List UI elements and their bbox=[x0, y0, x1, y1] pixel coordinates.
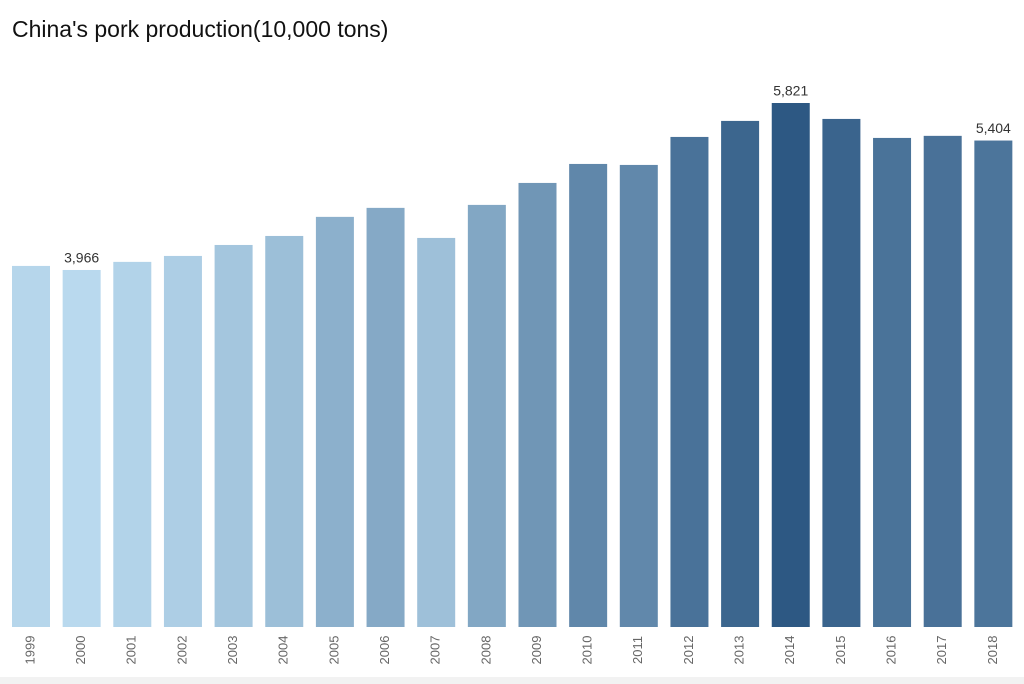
bar bbox=[62, 269, 101, 627]
bar bbox=[265, 235, 304, 627]
x-tick-label: 2002 bbox=[174, 636, 189, 665]
bar bbox=[467, 204, 506, 627]
x-tick-label: 2012 bbox=[681, 636, 696, 665]
x-tick-label: 2015 bbox=[833, 636, 848, 665]
bar bbox=[873, 137, 912, 627]
x-tick-label: 2016 bbox=[883, 636, 898, 665]
x-tick-label: 2014 bbox=[782, 636, 797, 665]
bar bbox=[518, 182, 557, 628]
x-tick-label: 2011 bbox=[630, 636, 645, 664]
x-tick-label: 2005 bbox=[326, 636, 341, 665]
x-tick-label: 2001 bbox=[124, 636, 139, 665]
x-tick-label: 2009 bbox=[529, 636, 544, 665]
value-label: 3,966 bbox=[64, 250, 99, 266]
bar bbox=[721, 120, 760, 627]
bar bbox=[12, 265, 50, 627]
bar bbox=[619, 164, 658, 628]
bar bbox=[214, 244, 253, 628]
x-tick-label: 1999 bbox=[22, 636, 37, 665]
x-tick-label: 2007 bbox=[428, 636, 443, 665]
bar bbox=[417, 237, 456, 627]
bar bbox=[923, 135, 962, 627]
bar bbox=[315, 216, 354, 627]
value-label: 5,404 bbox=[976, 120, 1011, 136]
bar bbox=[366, 207, 405, 627]
bar bbox=[974, 140, 1013, 627]
x-tick-label: 2018 bbox=[985, 636, 1000, 665]
footer-strip bbox=[0, 677, 1024, 684]
x-tick-label: 2008 bbox=[478, 636, 493, 665]
bar bbox=[771, 103, 810, 627]
value-label: 5,821 bbox=[773, 83, 808, 99]
bar bbox=[670, 136, 709, 627]
x-tick-label: 2000 bbox=[73, 636, 88, 665]
x-tick-label: 2010 bbox=[580, 636, 595, 665]
bar bbox=[163, 255, 202, 627]
x-tick-label: 2004 bbox=[276, 636, 291, 665]
bar bbox=[569, 163, 608, 627]
bar bbox=[113, 261, 152, 627]
x-tick-label: 2013 bbox=[732, 636, 747, 665]
chart-title: China's pork production(10,000 tons) bbox=[12, 16, 388, 42]
x-tick-label: 2017 bbox=[934, 636, 949, 665]
bar bbox=[822, 118, 861, 627]
x-tick-label: 2006 bbox=[377, 636, 392, 665]
x-tick-label: 2003 bbox=[225, 636, 240, 665]
